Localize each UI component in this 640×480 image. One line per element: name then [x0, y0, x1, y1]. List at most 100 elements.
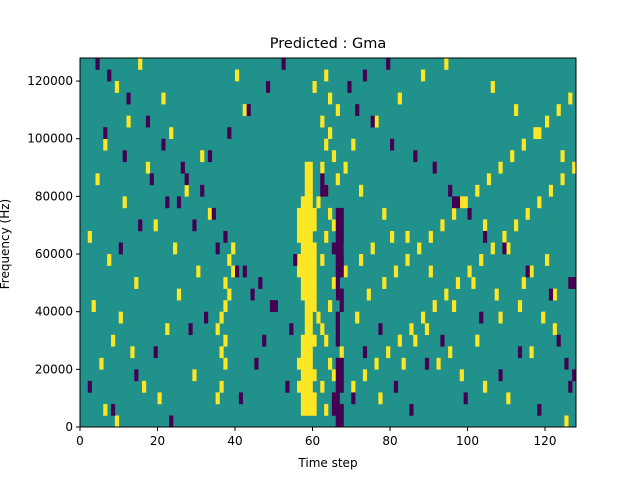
heatmap-cell-low: [339, 300, 344, 312]
heatmap-cell-high: [545, 254, 550, 266]
heatmap-cell-high: [370, 242, 375, 255]
heatmap-cell-high: [215, 392, 220, 405]
heatmap-cell-high: [223, 277, 228, 289]
y-tick-label: 40000: [35, 305, 73, 319]
heatmap-cell-low: [335, 380, 340, 393]
heatmap-cell-high: [490, 81, 495, 93]
heatmap-cell-high: [304, 219, 309, 232]
heatmap-cell-high: [428, 265, 433, 278]
heatmap-cell-high: [483, 380, 488, 393]
heatmap-cell-high: [219, 380, 224, 393]
heatmap-cell-high: [521, 138, 526, 151]
heatmap-cell-high: [498, 161, 503, 174]
heatmap-cell-low: [409, 403, 414, 416]
x-axis: 0 20 40 60 80 100 120: [76, 427, 556, 448]
heatmap-cell-high: [545, 115, 550, 128]
heatmap-cell-high: [324, 69, 329, 82]
heatmap-cell-low: [335, 392, 340, 405]
y-tick-label: 0: [65, 420, 73, 434]
heatmap-cell-low: [556, 334, 561, 347]
heatmap-cell-high: [483, 219, 488, 232]
heatmap-cell-high: [335, 173, 340, 186]
heatmap-cell-high: [308, 173, 313, 186]
heatmap-cell-high: [300, 196, 306, 209]
heatmap-cell-low: [440, 334, 445, 347]
heatmap-cell-high: [312, 254, 317, 266]
heatmap-cell-high: [297, 357, 302, 370]
heatmap-cell-high: [537, 196, 542, 209]
y-tick-label: 120000: [27, 74, 73, 88]
heatmap-cell-high: [331, 219, 337, 232]
heatmap-cell-high: [471, 277, 476, 289]
heatmap-cell-low: [269, 300, 275, 312]
heatmap-cell-high: [169, 127, 174, 140]
heatmap-cell-high: [312, 265, 317, 278]
heatmap-cell-high: [242, 104, 247, 116]
heatmap-cell-low: [169, 415, 174, 428]
heatmap-cell-low: [161, 138, 166, 151]
heatmap-cell-low: [235, 265, 240, 278]
heatmap-cell-low: [525, 265, 530, 278]
heatmap-cell-low: [87, 380, 92, 393]
heatmap-cell-low: [339, 357, 344, 370]
heatmap-cell-high: [111, 334, 116, 347]
heatmap-cell-high: [118, 311, 123, 324]
heatmap-cell-low: [572, 277, 577, 289]
heatmap-cell-high: [231, 265, 236, 278]
heatmap-cell-high: [343, 265, 348, 278]
heatmap-cell-high: [517, 300, 523, 312]
heatmap-cell-high: [308, 369, 313, 382]
heatmap-cell-high: [297, 380, 302, 393]
heatmap-cell-high: [401, 357, 406, 370]
heatmap-cell-high: [304, 230, 309, 243]
heatmap-cell-high: [153, 219, 158, 232]
heatmap-cell-low: [250, 288, 255, 301]
x-axis-label: Time step: [297, 456, 357, 470]
heatmap-cell-low: [564, 357, 569, 370]
heatmap-cell-high: [312, 242, 317, 255]
heatmap-cell-high: [390, 230, 395, 243]
heatmap-cell-high: [417, 242, 422, 255]
heatmap-cell-high: [552, 323, 557, 336]
heatmap-cell-low: [339, 403, 344, 416]
heatmap-cell-high: [300, 380, 306, 393]
heatmap-cell-high: [304, 242, 309, 255]
heatmap-cell-low: [537, 403, 542, 416]
heatmap-cell-low: [184, 173, 189, 186]
heatmap-cell-high: [529, 265, 534, 278]
heatmap-cell-high: [126, 115, 131, 128]
heatmap-cell-high: [304, 277, 309, 289]
heatmap-cell-high: [572, 161, 577, 174]
heatmap-cell-high: [176, 288, 182, 301]
heatmap-cell-high: [455, 277, 461, 289]
heatmap-cell-high: [219, 346, 224, 359]
y-axis: 0 20000 40000 60000 80000 100000 120000: [27, 74, 80, 434]
heatmap-cell-high: [312, 392, 317, 405]
heatmap-cell-low: [339, 415, 344, 428]
heatmap-cell-low: [289, 323, 294, 336]
heatmap-cell-low: [452, 196, 457, 209]
heatmap-cell-high: [320, 380, 325, 393]
heatmap-cell-high: [386, 346, 391, 359]
heatmap-cell-high: [103, 138, 108, 151]
y-axis-label: Frequency (Hz): [0, 199, 12, 290]
heatmap-cell-high: [424, 323, 430, 336]
heatmap-cell-low: [111, 403, 116, 416]
heatmap-cell-high: [192, 369, 197, 382]
heatmap-cell-low: [242, 265, 247, 278]
heatmap-cell-high: [297, 254, 302, 266]
heatmap-cell-high: [304, 207, 309, 220]
heatmap-cell-high: [308, 207, 313, 220]
heatmap-cell-high: [409, 323, 414, 336]
heatmap-cell-high: [421, 69, 426, 82]
heatmap-cell-high: [448, 346, 453, 359]
heatmap-cell-high: [328, 127, 333, 140]
x-tick-label: 100: [456, 434, 479, 448]
heatmap-cell-low: [188, 323, 193, 336]
heatmap-cell-high: [467, 265, 472, 278]
heatmap-cell-low: [548, 288, 554, 301]
heatmap-cell-high: [494, 288, 499, 301]
heatmap-cell-low: [273, 300, 278, 312]
heatmap-cell-high: [223, 300, 228, 312]
heatmap-cell-high: [304, 196, 309, 209]
